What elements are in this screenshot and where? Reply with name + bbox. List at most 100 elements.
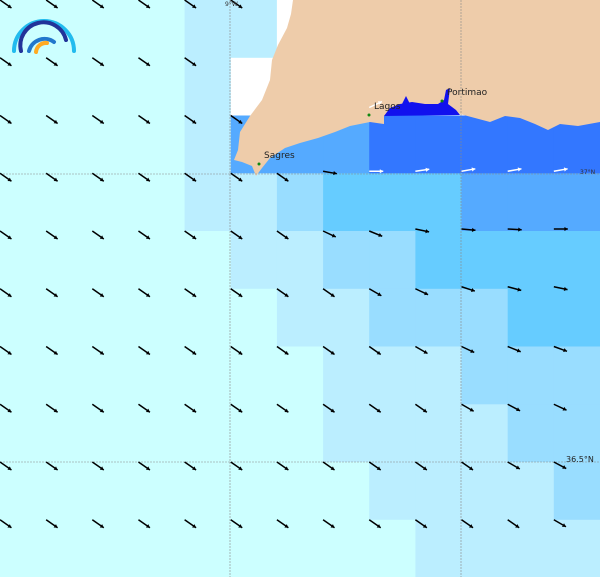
wave-arrow	[230, 403, 243, 413]
wave-arrow	[45, 519, 59, 529]
wave-arrow	[0, 288, 12, 298]
wave-cell	[0, 519, 47, 577]
wave-cell	[553, 404, 600, 463]
wave-arrow	[184, 114, 197, 125]
wave-arrow	[184, 403, 197, 413]
wave-cell	[230, 231, 278, 290]
wave-cell	[461, 519, 509, 577]
wave-arrow	[230, 114, 243, 125]
wave-arrow	[322, 461, 335, 471]
wave-arrow	[184, 288, 197, 298]
wave-cell	[230, 0, 278, 59]
wave-arrow	[461, 167, 476, 172]
land-portugal	[234, 0, 600, 176]
wave-cell	[461, 288, 509, 348]
wave-arrow	[138, 519, 151, 529]
wave-arrow	[553, 461, 567, 470]
wave-cell	[92, 173, 139, 232]
wave-arrow	[184, 345, 197, 356]
wave-cell	[415, 462, 463, 521]
wave-arrow	[322, 403, 335, 413]
wave-arrow	[138, 114, 151, 125]
wave-cell	[0, 404, 47, 463]
wave-arrow	[322, 288, 335, 298]
wave-arrow	[45, 114, 59, 125]
wave-arrow	[91, 57, 105, 67]
wave-arrow	[138, 461, 151, 471]
wave-cell	[553, 231, 600, 290]
wave-cell	[369, 462, 416, 521]
wave-arrow	[507, 227, 522, 232]
wave-cell	[0, 346, 47, 405]
wave-arrow	[461, 519, 474, 529]
wave-arrow	[553, 519, 567, 528]
wave-arrow	[45, 230, 59, 240]
wave-arrow	[368, 519, 382, 529]
wave-cell	[92, 231, 139, 290]
wave-cell	[461, 404, 509, 463]
town-dot-sagres	[257, 162, 261, 166]
wave-cell	[461, 462, 509, 521]
lon-label: 9°W	[225, 1, 238, 8]
wave-arrow	[322, 345, 335, 356]
wave-arrow	[507, 461, 521, 470]
wave-arrow	[45, 345, 59, 356]
wave-arrow	[369, 169, 384, 174]
wave-cell	[92, 462, 139, 521]
wave-arrow	[138, 345, 151, 356]
wave-arrow	[276, 345, 289, 356]
wave-arrow	[507, 286, 522, 292]
wave-cell	[184, 173, 232, 232]
wave-cell	[184, 346, 232, 405]
wave-arrow	[45, 172, 59, 182]
wave-cell	[184, 519, 232, 577]
wave-cell	[184, 231, 232, 290]
wave-cell	[138, 231, 186, 290]
wave-arrow	[0, 114, 12, 125]
wave-cell	[415, 404, 463, 463]
wave-arrow	[138, 230, 151, 240]
wave-arrow	[45, 461, 59, 471]
wave-arrow	[230, 230, 243, 240]
town-label-portimao: Portimao	[447, 88, 488, 98]
wave-cell	[0, 288, 47, 348]
wave-cell	[46, 231, 93, 290]
wave-cell	[323, 519, 370, 577]
wave-cell	[507, 288, 555, 348]
wave-cell	[276, 519, 324, 577]
wave-cell	[415, 346, 463, 405]
wave-arrow	[461, 345, 475, 354]
wave-cell	[92, 0, 139, 59]
wave-arrow	[553, 345, 568, 353]
wave-cell	[276, 346, 324, 405]
wave-cell	[230, 404, 278, 463]
wave-arrow	[184, 230, 197, 240]
wave-arrow	[230, 0, 243, 9]
wave-arrow	[415, 345, 428, 355]
wave-arrow	[0, 57, 12, 67]
wave-cell	[46, 0, 93, 59]
wave-arrow	[368, 288, 382, 297]
wave-cell	[46, 519, 93, 577]
wave-cell	[184, 115, 232, 174]
wave-arrow	[276, 230, 289, 240]
wave-cell	[92, 519, 139, 577]
wave-cell	[0, 462, 47, 521]
wave-arrow	[91, 403, 105, 413]
wave-cell	[0, 173, 47, 232]
wave-arrow	[414, 519, 428, 529]
wave-cell	[276, 173, 324, 232]
town-dot-portimao	[440, 99, 444, 103]
wave-cell	[46, 404, 93, 463]
wave-arrow	[276, 461, 289, 471]
wave-arrow	[0, 519, 12, 529]
wave-arrow	[45, 0, 59, 9]
wave-arrow	[91, 172, 105, 182]
wave-cell	[323, 288, 370, 348]
wave-arrow	[138, 172, 151, 182]
wave-arrow	[138, 0, 151, 9]
wave-cell	[415, 115, 463, 174]
wave-cell	[46, 462, 93, 521]
